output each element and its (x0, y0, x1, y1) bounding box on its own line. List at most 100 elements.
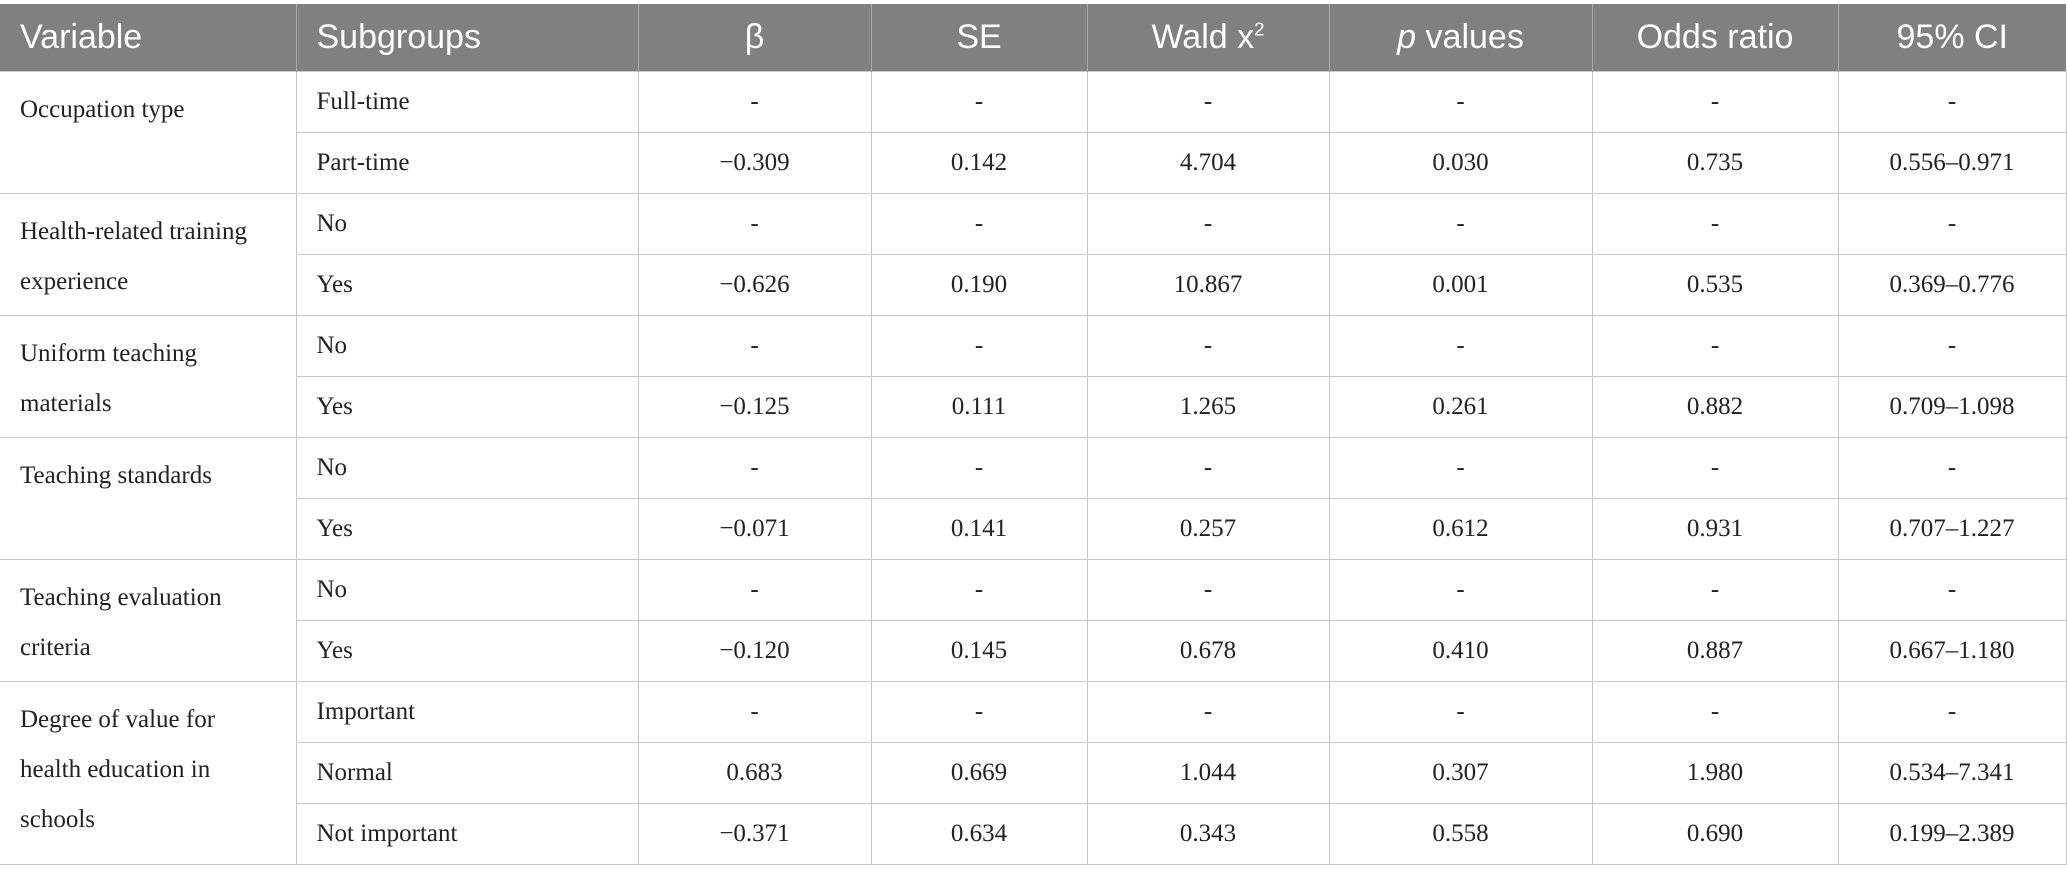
subgroup-cell: No (295, 437, 639, 499)
header-ci: 95% CI (1838, 4, 2066, 72)
se-cell: 0.141 (870, 498, 1088, 560)
ci-cell: 0.709–1.098 (1837, 376, 2067, 438)
se-cell: 0.634 (870, 803, 1088, 865)
odds-ratio-cell: - (1591, 681, 1839, 743)
header-p-values: p values (1329, 4, 1593, 72)
se-cell: - (870, 681, 1088, 743)
wald-cell: 4.704 (1086, 132, 1330, 194)
odds-ratio-cell: 0.690 (1591, 803, 1839, 865)
table-body: Occupation type Full-time - - - - - - Part-time −… (0, 71, 2067, 865)
table-row: Teaching evaluation criteria No - - - - - - (0, 559, 2067, 682)
subgroup-cell: Yes (296, 254, 639, 316)
beta-cell: −0.125 (637, 376, 872, 438)
subgroup-cell: Not important (296, 803, 639, 865)
se-cell: 0.142 (870, 132, 1088, 194)
ci-cell: 0.556–0.971 (1837, 132, 2067, 194)
table-row: Normal 0.683 0.669 1.044 0.307 1.980 0.534–7.3… (0, 742, 2067, 804)
p-value-cell: 0.261 (1328, 376, 1593, 438)
wald-cell: - (1086, 193, 1330, 255)
header-wald: Wald x2 (1087, 4, 1330, 72)
ci-cell: - (1837, 681, 2067, 743)
header-beta: β (638, 4, 872, 72)
table-row: Health-related training experience No - - - -… (0, 193, 2067, 316)
beta-cell: −0.626 (637, 254, 872, 316)
ci-cell: 0.199–2.389 (1837, 803, 2067, 865)
beta-cell: −0.309 (637, 132, 872, 194)
table-header: Variable Subgroups β SE Wald x2 p values… (0, 4, 2066, 72)
beta-cell: −0.120 (637, 620, 872, 682)
p-value-cell: 0.612 (1328, 498, 1593, 560)
wald-cell: - (1086, 71, 1330, 133)
header-p-rest: values (1416, 18, 1524, 56)
ci-cell: 0.369–0.776 (1837, 254, 2067, 316)
header-se: SE (871, 4, 1088, 72)
se-cell: - (870, 71, 1088, 133)
odds-ratio-cell: 1.980 (1591, 742, 1839, 804)
ci-cell: - (1837, 559, 2067, 621)
p-value-cell: 0.558 (1328, 803, 1593, 865)
odds-ratio-cell: - (1591, 315, 1839, 377)
subgroup-cell: No (295, 559, 639, 621)
subgroup-cell: No (295, 315, 639, 377)
ci-cell: 0.707–1.227 (1837, 498, 2067, 560)
subgroup-cell: No (295, 193, 639, 255)
p-value-cell: 0.001 (1328, 254, 1593, 316)
beta-cell: - (637, 559, 872, 621)
ci-cell: 0.667–1.180 (1837, 620, 2067, 682)
wald-cell: 1.044 (1086, 742, 1330, 804)
header-odds-ratio: Odds ratio (1592, 4, 1839, 72)
p-value-cell: - (1328, 437, 1593, 499)
table-row: Part-time −0.309 0.142 4.704 0.030 0.735 0.556… (0, 132, 2067, 194)
se-cell: 0.190 (870, 254, 1088, 316)
subgroup-cell: Important (295, 681, 639, 743)
table-row: Yes −0.120 0.145 0.678 0.410 0.887 0.667–1.180 (0, 620, 2067, 682)
variable-cell: Uniform teaching materials (0, 315, 297, 438)
se-cell: 0.669 (870, 742, 1088, 804)
ci-cell: 0.534–7.341 (1837, 742, 2067, 804)
odds-ratio-cell: - (1591, 437, 1839, 499)
odds-ratio-cell: - (1591, 71, 1839, 133)
variable-cell: Health-related training experience (0, 193, 297, 316)
beta-cell: - (637, 71, 872, 133)
wald-cell: - (1086, 559, 1330, 621)
odds-ratio-cell: - (1591, 559, 1839, 621)
variable-cell: Degree of value for health education in … (0, 681, 297, 865)
header-wald-label: Wald x (1151, 18, 1255, 56)
beta-cell: −0.071 (637, 498, 872, 560)
beta-cell: - (637, 315, 872, 377)
wald-cell: 0.257 (1086, 498, 1330, 560)
variable-cell: Teaching evaluation criteria (0, 559, 297, 682)
odds-ratio-cell: 0.882 (1591, 376, 1839, 438)
se-cell: - (870, 437, 1088, 499)
header-wald-superscript: 2 (1254, 18, 1265, 40)
wald-cell: 10.867 (1086, 254, 1330, 316)
se-cell: 0.111 (870, 376, 1088, 438)
odds-ratio-cell: 0.887 (1591, 620, 1839, 682)
se-cell: - (870, 193, 1088, 255)
p-value-cell: - (1328, 559, 1593, 621)
se-cell: 0.145 (870, 620, 1088, 682)
table-row: Teaching standards No - - - - - - (0, 437, 2067, 560)
subgroup-cell: Yes (296, 376, 639, 438)
beta-cell: - (637, 193, 872, 255)
header-p-italic: p (1397, 18, 1417, 56)
ci-cell: - (1837, 193, 2067, 255)
table-row: Yes −0.626 0.190 10.867 0.001 0.535 0.369–0.77… (0, 254, 2067, 316)
p-value-cell: 0.030 (1328, 132, 1593, 194)
table-row: Degree of value for health education in … (0, 681, 2067, 865)
wald-cell: 1.265 (1086, 376, 1330, 438)
p-value-cell: - (1328, 315, 1593, 377)
header-variable: Variable (0, 4, 297, 72)
subgroup-cell: Normal (296, 742, 639, 804)
odds-ratio-cell: - (1591, 193, 1839, 255)
p-value-cell: 0.410 (1328, 620, 1593, 682)
p-value-cell: - (1328, 71, 1593, 133)
p-value-cell: - (1328, 681, 1593, 743)
beta-cell: - (637, 681, 872, 743)
beta-cell: - (637, 437, 872, 499)
p-value-cell: - (1328, 193, 1593, 255)
subgroup-cell: Full-time (295, 71, 639, 133)
odds-ratio-cell: 0.735 (1591, 132, 1839, 194)
variable-cell: Teaching standards (0, 437, 297, 560)
se-cell: - (870, 559, 1088, 621)
